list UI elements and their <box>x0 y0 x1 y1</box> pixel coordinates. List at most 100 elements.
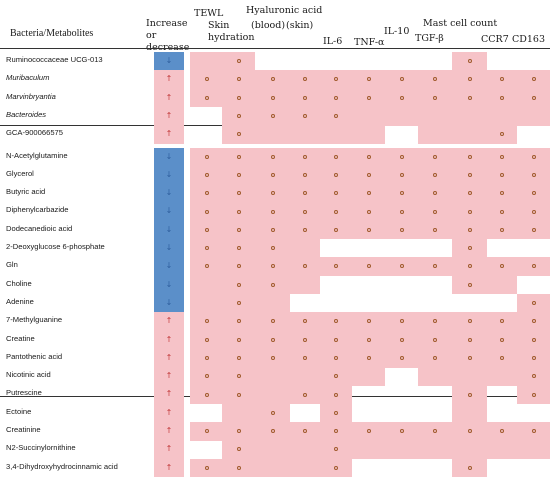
result-cell <box>385 220 418 240</box>
result-cell <box>487 70 517 90</box>
significance-dot-icon <box>236 465 241 470</box>
result-cell <box>290 275 320 295</box>
result-cell <box>452 312 487 331</box>
result-cell <box>222 330 255 350</box>
row-label: GCA-900066575 <box>6 128 63 138</box>
significance-dot-icon <box>204 77 209 82</box>
result-cell <box>418 125 452 144</box>
header-tnfa: TNF-α <box>354 37 385 48</box>
significance-dot-icon <box>467 392 472 397</box>
result-cell <box>222 147 255 167</box>
result-cell <box>452 184 487 203</box>
result-cell <box>222 52 255 71</box>
significance-dot-icon <box>467 77 472 82</box>
significance-dot-icon <box>433 172 437 177</box>
direction-cell <box>154 202 184 222</box>
result-cell <box>452 165 487 185</box>
significance-dot-icon <box>399 355 404 360</box>
result-cell <box>418 70 452 90</box>
header-blood: (blood) <box>251 20 286 31</box>
result-cell <box>255 70 290 90</box>
significance-dot-icon <box>366 95 371 100</box>
result-cell <box>290 70 320 90</box>
significance-dot-icon <box>303 172 307 177</box>
result-cell <box>352 348 385 368</box>
result-cell <box>320 257 352 277</box>
significance-dot-icon <box>467 227 472 232</box>
result-cell <box>190 257 223 277</box>
row-label: 3,4-Dihydroxyhydrocinnamic acid <box>6 461 118 471</box>
significance-dot-icon <box>236 301 241 306</box>
significance-dot-icon <box>467 337 472 342</box>
significance-dot-icon <box>236 132 241 137</box>
result-cell <box>517 440 550 460</box>
result-cell <box>222 88 255 108</box>
result-cell <box>487 106 517 126</box>
header-cd163: CD163 <box>512 34 546 45</box>
row-label: Bacteroides <box>6 109 47 119</box>
significance-dot-icon <box>531 95 536 100</box>
result-cell <box>290 125 320 144</box>
header-hyaluronic-acid: Hyaluronic acid <box>246 5 323 16</box>
direction-cell <box>154 220 184 240</box>
result-cell <box>452 348 487 368</box>
result-cell <box>517 348 550 368</box>
result-cell <box>190 165 223 185</box>
significance-dot-icon <box>531 227 536 232</box>
result-cell <box>452 106 487 126</box>
row-label: Gln <box>6 260 18 270</box>
significance-dot-icon <box>467 429 472 434</box>
significance-dot-icon <box>500 172 504 177</box>
significance-dot-icon <box>500 264 504 269</box>
result-cell <box>352 202 385 222</box>
result-cell <box>222 275 255 295</box>
arrow-up-icon: ↑ <box>165 371 173 381</box>
significance-dot-icon <box>236 227 241 232</box>
arrow-up-icon: ↑ <box>165 110 173 120</box>
result-cell <box>385 330 418 350</box>
significance-dot-icon <box>204 172 209 177</box>
significance-dot-icon <box>433 319 437 324</box>
significance-dot-icon <box>531 191 536 196</box>
significance-dot-icon <box>433 77 437 82</box>
significance-dot-icon <box>303 264 307 269</box>
row-label: Butyric acid <box>6 187 46 197</box>
significance-dot-icon <box>303 191 307 196</box>
significance-dot-icon <box>366 77 371 82</box>
row-label: Pantothenic acid <box>6 351 63 361</box>
significance-dot-icon <box>236 429 241 434</box>
significance-dot-icon <box>467 355 472 360</box>
significance-dot-icon <box>399 429 404 434</box>
result-cell <box>352 367 385 386</box>
arrow-down-icon: ↓ <box>165 224 173 234</box>
significance-dot-icon <box>366 172 371 177</box>
result-cell <box>320 385 352 405</box>
significance-dot-icon <box>236 264 241 269</box>
result-cell <box>190 70 223 90</box>
significance-dot-icon <box>467 191 472 196</box>
significance-dot-icon <box>467 246 472 251</box>
result-cell <box>222 385 255 405</box>
significance-dot-icon <box>303 209 307 214</box>
result-cell <box>190 385 223 405</box>
significance-dot-icon <box>399 191 404 196</box>
significance-dot-icon <box>204 246 209 251</box>
result-cell <box>452 125 487 144</box>
result-cell <box>452 220 487 240</box>
significance-dot-icon <box>467 209 472 214</box>
significance-dot-icon <box>399 227 404 232</box>
result-cell <box>385 70 418 90</box>
row-label: Choline <box>6 278 32 288</box>
result-cell <box>418 184 452 203</box>
result-cell <box>290 385 320 405</box>
result-cell <box>290 239 320 258</box>
result-cell <box>517 330 550 350</box>
result-cell <box>352 70 385 90</box>
result-cell <box>222 106 255 126</box>
significance-dot-icon <box>500 319 504 324</box>
row-label: 7-Methylguanine <box>6 315 63 325</box>
result-cell <box>255 275 290 295</box>
result-cell <box>385 88 418 108</box>
result-cell <box>487 165 517 185</box>
significance-dot-icon <box>531 319 536 324</box>
